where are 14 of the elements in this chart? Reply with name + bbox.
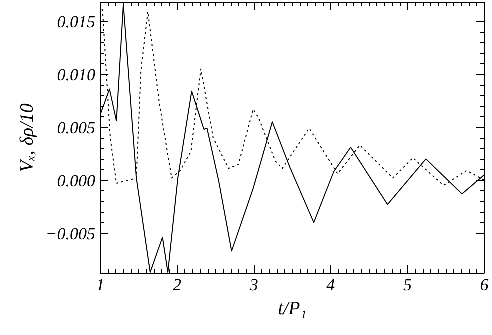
x-tick-label: 5 (403, 276, 412, 294)
x-tick-label: 1 (96, 276, 105, 294)
y-tick-label: 0.015 (57, 12, 96, 32)
y-tick-label: 0.000 (57, 171, 96, 190)
x-tick-label: 3 (248, 276, 258, 294)
x-tick-label: 6 (480, 276, 490, 294)
line-series (100, 4, 484, 273)
x-tick-label: 2 (173, 276, 182, 294)
y-tick-label: 0.005 (57, 118, 96, 138)
y-axis-title: Vₓ, δρ/10 (16, 103, 38, 172)
x-axis-title: t/P₁ (278, 298, 307, 320)
x-tick-label: 4 (326, 276, 336, 294)
y-tick-label: −0.005 (46, 224, 96, 244)
y-tick-label: 0.010 (57, 65, 96, 84)
